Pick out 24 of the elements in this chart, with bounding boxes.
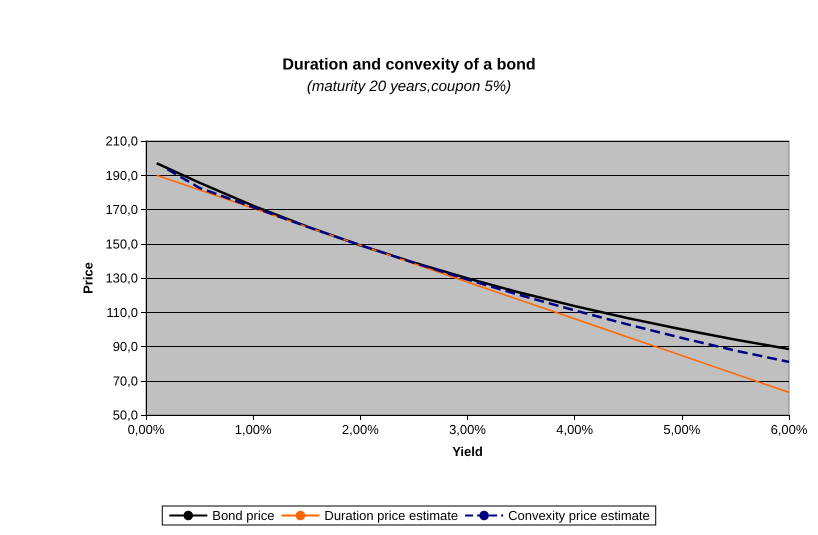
legend-label: Convexity price estimate [508,508,650,523]
x-tick-label: 4,00% [556,422,594,437]
y-tick-label: 210,0 [105,134,138,148]
legend-label: Duration price estimate [324,508,458,523]
legend-label: Bond price [212,508,274,523]
x-tick-label: 5,00% [663,422,701,437]
x-tick-label: 0,00% [128,422,165,437]
chart-title: Duration and convexity of a bond [282,56,536,74]
y-axis-title: Price [80,262,96,294]
y-tick-label: 90,0 [112,339,138,354]
y-tick-label: 70,0 [112,373,138,388]
x-tick-label: 1,00% [234,422,272,437]
y-tick-label: 50,0 [112,408,138,422]
x-axis-title: Yield [452,444,483,459]
chart-subtitle: (maturity 20 years,coupon 5%) [306,78,512,95]
line-series [156,174,790,394]
x-tick-label: 2,00% [342,422,380,437]
y-tick-label: 130,0 [105,270,138,286]
y-tick-label: 190,0 [105,168,138,183]
y-tick-label: 170,0 [105,202,138,217]
y-tick-label: 110,0 [106,304,138,320]
x-tick-label: 3,00% [449,422,486,437]
y-tick-label: 150,0 [105,236,138,252]
x-tick-label: 6,00% [770,422,808,437]
